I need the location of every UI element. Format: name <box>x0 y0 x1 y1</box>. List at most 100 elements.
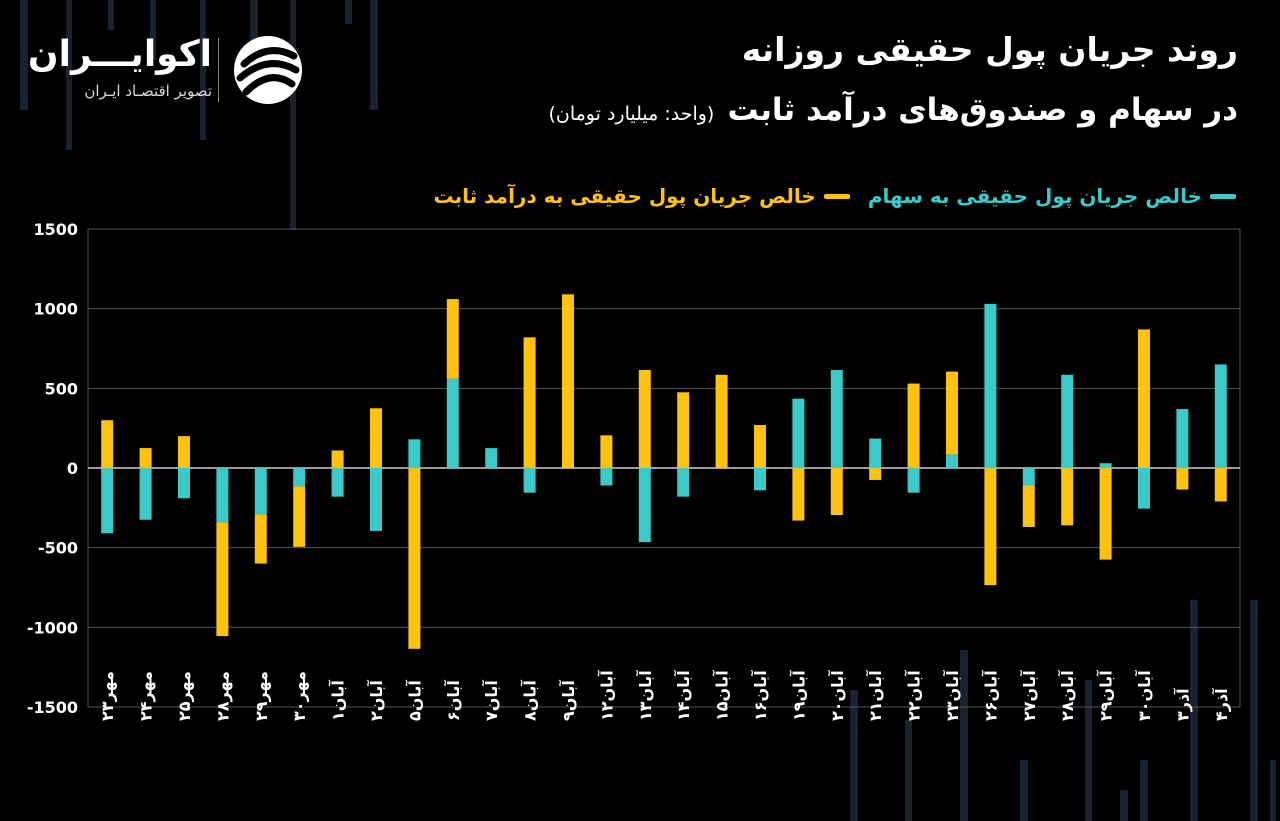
bar-stocks <box>446 378 459 468</box>
x-tick-label: آبان۲۰ <box>827 670 847 721</box>
decorative-candle <box>1250 600 1258 821</box>
legend-label-stocks: خالص جریان پول حقیقی به سهام <box>867 184 1202 208</box>
bar-fixed-income <box>216 522 229 637</box>
bar-stocks <box>254 468 267 515</box>
y-tick-label: 0 <box>67 459 78 478</box>
decorative-candle <box>905 720 912 821</box>
chart-subtitle: در سهام و صندوق‌های درآمد ثابت (واحد: می… <box>548 92 1238 128</box>
bar-fixed-income <box>869 468 882 480</box>
x-tick-label: آبان۱۳ <box>635 670 655 721</box>
bar-stocks <box>139 468 152 520</box>
y-tick-label: 1500 <box>33 220 78 239</box>
x-tick-label: آبان۱۹ <box>788 670 808 721</box>
legend-label-fixed-income: خالص جریان پول حقیقی به درآمد ثابت <box>433 184 816 208</box>
bar-stocks <box>1138 468 1150 509</box>
bar-fixed-income <box>446 299 459 379</box>
legend-item-stocks: خالص جریان پول حقیقی به سهام <box>868 184 1236 208</box>
x-tick-label: مهر۲۵ <box>175 671 194 721</box>
bar-stocks <box>677 468 690 497</box>
bar-stocks <box>485 448 498 468</box>
y-tick-label: -1500 <box>27 698 78 717</box>
x-tick-label: مهر۲۳ <box>98 671 117 721</box>
x-tick-label: آبان۲۳ <box>942 670 962 721</box>
bar-fixed-income <box>523 337 536 468</box>
legend-swatch-fixed-income <box>823 193 850 199</box>
decorative-candle <box>20 0 28 110</box>
bar-fixed-income <box>1061 468 1074 526</box>
x-tick-label: آبان۲۲ <box>904 670 924 721</box>
bar-stocks <box>1099 463 1112 468</box>
bar-fixed-income <box>562 294 574 468</box>
x-tick-label: آذر۴ <box>1211 688 1231 721</box>
legend-item-fixed-income: خالص جریان پول حقیقی به درآمد ثابت <box>433 184 850 208</box>
bar-fixed-income <box>1138 329 1150 468</box>
bar-fixed-income <box>792 468 805 521</box>
decorative-candle <box>1085 680 1092 821</box>
bar-stocks <box>1176 409 1189 468</box>
bar-stocks <box>638 468 651 543</box>
bar-fixed-income <box>1022 485 1035 527</box>
logo-tagline: تصویر اقتصـاد ایـران <box>84 82 212 100</box>
decorative-candle <box>1190 600 1198 821</box>
x-tick-label: آبان۱۴ <box>673 670 693 721</box>
bar-fixed-income <box>139 448 152 468</box>
unit-label: (واحد: میلیارد تومان) <box>548 103 715 125</box>
x-tick-label: آبان۱۶ <box>750 670 770 721</box>
bar-fixed-income <box>331 450 344 468</box>
legend-swatch-stocks <box>1210 193 1236 199</box>
decorative-candle <box>108 0 114 30</box>
bar-stocks <box>178 468 190 499</box>
bar-stocks <box>216 468 229 523</box>
bar-stocks <box>792 398 805 468</box>
x-tick-label: آبان۲ <box>366 680 386 721</box>
bar-fixed-income <box>1176 468 1189 490</box>
x-tick-label: آبان۲۸ <box>1057 670 1077 721</box>
decorative-candle <box>370 0 378 110</box>
decorative-candle <box>1120 790 1128 821</box>
bar-stocks <box>830 370 843 468</box>
decorative-candle <box>960 650 968 821</box>
bar-stocks <box>907 468 920 493</box>
x-tick-label: مهر۳۰ <box>290 671 309 721</box>
bar-fixed-income <box>638 370 651 468</box>
bar-fixed-income <box>715 374 728 468</box>
x-tick-label: آبان۷ <box>481 680 501 721</box>
x-tick-label: آبان۲۹ <box>1096 670 1116 721</box>
bar-fixed-income <box>408 468 421 649</box>
bar-stocks <box>331 468 344 497</box>
bar-stocks <box>1022 468 1035 486</box>
logo-divider <box>218 38 219 102</box>
bar-fixed-income <box>946 371 958 455</box>
x-tick-label: آبان۲۱ <box>865 670 885 721</box>
bar-fixed-income <box>101 420 114 468</box>
x-tick-label: آبان۵ <box>404 680 424 721</box>
bar-stocks <box>370 468 382 531</box>
x-tick-label: آبان۳۰ <box>1134 670 1154 721</box>
subtitle-text: در سهام و صندوق‌های درآمد ثابت <box>727 92 1238 128</box>
x-tick-label: آبان۱۵ <box>712 670 732 721</box>
y-tick-label: -500 <box>38 539 78 558</box>
bar-fixed-income <box>754 424 766 468</box>
bar-stocks <box>293 468 306 487</box>
decorative-candle <box>1140 760 1148 821</box>
bar-fixed-income <box>1214 468 1227 502</box>
bar-stocks <box>101 468 114 534</box>
bar-fixed-income <box>600 435 613 468</box>
bar-fixed-income <box>907 383 920 468</box>
decorative-candle <box>290 0 296 230</box>
x-tick-label: آبان۱ <box>328 680 348 721</box>
bar-fixed-income <box>293 486 306 547</box>
x-tick-label: آبان۹ <box>558 680 578 721</box>
chart-legend: خالص جریان پول حقیقی به سهام خالص جریان … <box>433 184 1236 208</box>
ecoiran-logo: اکوایـــران تصویر اقتصـاد ایـران <box>28 34 320 110</box>
bar-fixed-income <box>178 436 190 468</box>
bar-stocks <box>946 454 958 468</box>
bar-fixed-income <box>1099 468 1112 560</box>
y-tick-label: 500 <box>45 379 78 398</box>
x-tick-label: آبان۱۲ <box>596 670 616 721</box>
logo-brand-name: اکوایـــران <box>27 34 212 75</box>
x-tick-label: آبان۲۷ <box>1019 670 1039 721</box>
bar-fixed-income <box>254 514 267 564</box>
chart-title: روند جریان پول حقیقی روزانه <box>741 30 1238 69</box>
decorative-candle <box>345 0 352 24</box>
